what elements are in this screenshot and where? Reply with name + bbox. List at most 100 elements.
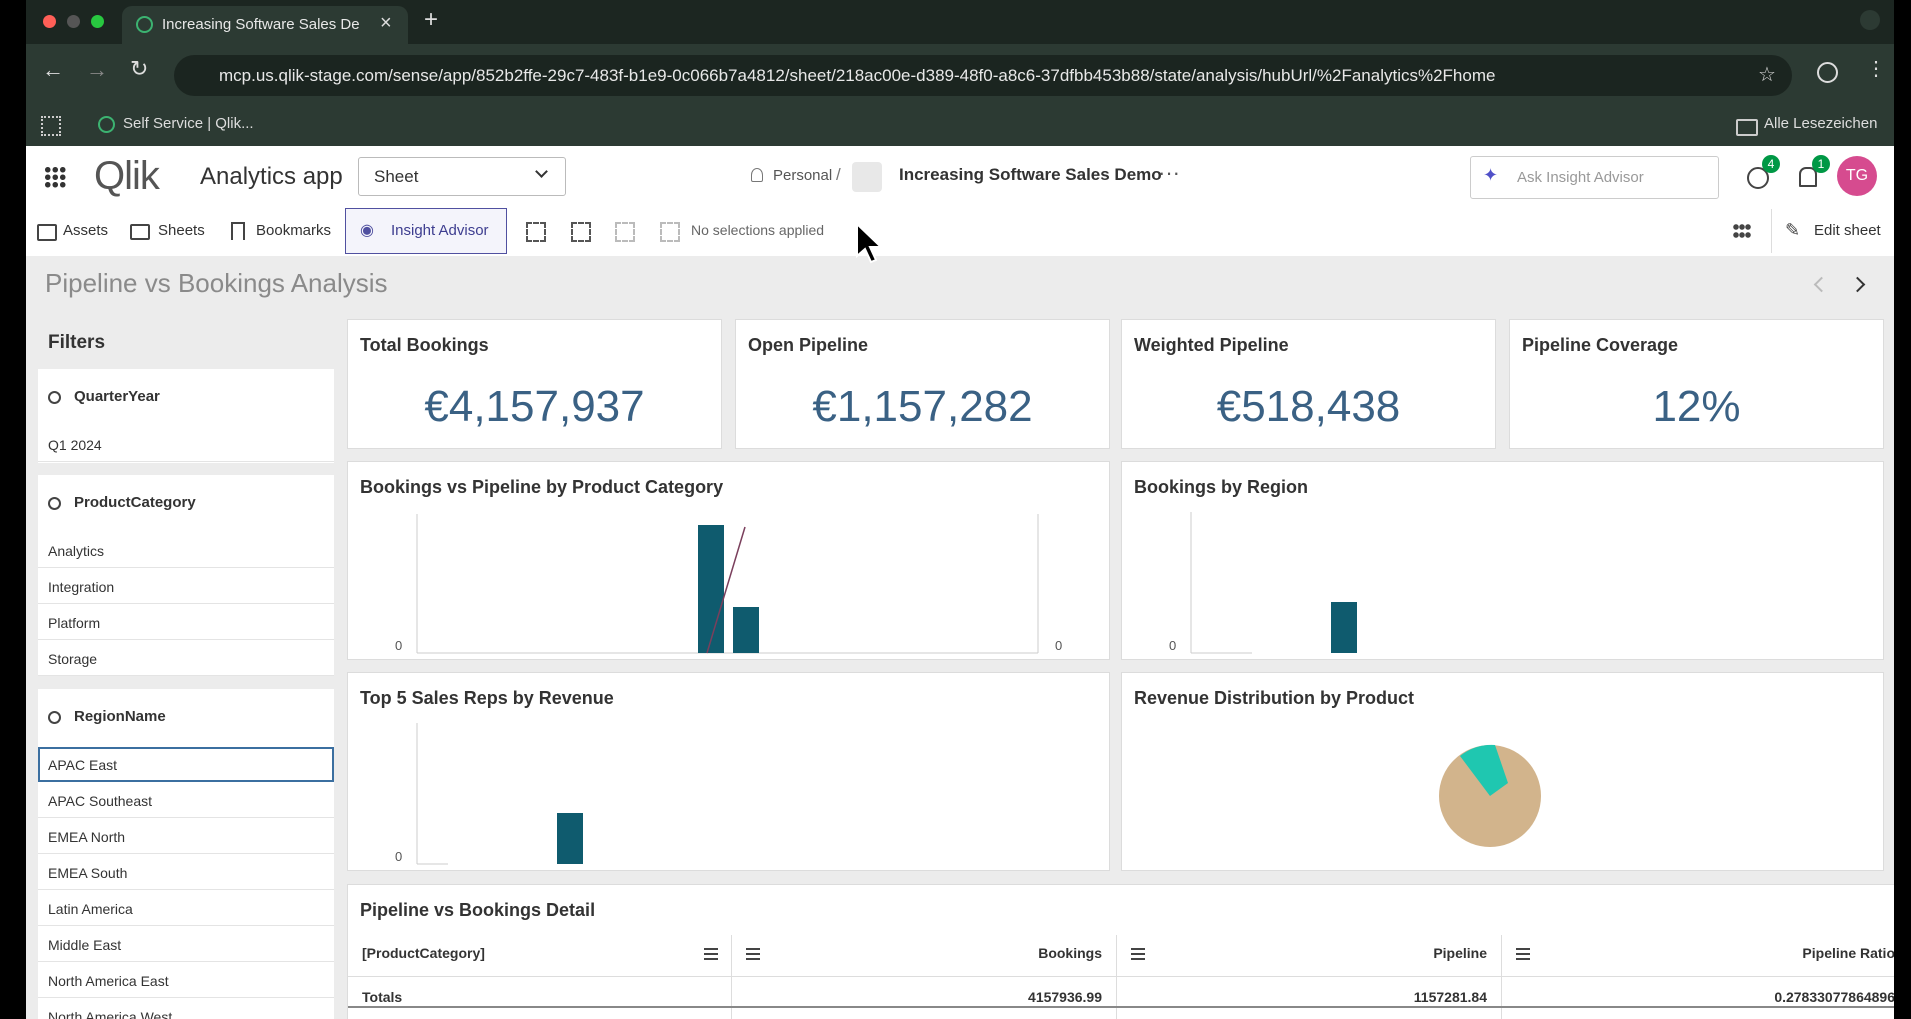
dropdown-text: Sheet [374,167,419,186]
column-menu[interactable] [1515,947,1531,961]
bar [698,525,724,653]
edit-sheet-button[interactable]: ✎ Edit sheet [1771,209,1889,253]
bookmarks-icon [231,222,245,240]
table-card: Pipeline vs Bookings Detail [ProductCateg… [347,884,1894,1019]
insight-advisor-button[interactable]: ◉ Insight Advisor [345,208,507,254]
chart-card: Bookings vs Pipeline by Product Category… [347,461,1110,660]
bar [557,813,583,864]
tab-menu[interactable] [1860,10,1880,30]
chart-title: Top 5 Sales Reps by Revenue [360,688,614,708]
filter-item[interactable]: Latin America [38,891,334,926]
url-field[interactable]: mcp.us.qlik-stage.com/sense/app/852b2ffe… [174,55,1792,96]
grid-menu[interactable] [44,166,66,188]
dropdown-caret [535,165,548,178]
bell-icon[interactable] [1799,167,1817,187]
filter-item[interactable]: APAC East [38,747,334,782]
reload-button[interactable]: ↻ [130,56,149,81]
app-icon [852,162,882,192]
layout-icon[interactable] [1733,223,1751,239]
bar [733,607,759,653]
insight-icon: ◉ [360,222,374,239]
notifications-badge: 1 [1812,155,1830,173]
browser-window: Increasing Software Sales De × + ← → ↻ m… [26,0,1894,1019]
column-menu[interactable] [1130,947,1146,961]
axis-label: 0 [1055,638,1063,653]
filter-field: QuarterYear [74,388,160,405]
sheet-dropdown[interactable]: Sheet [358,157,566,196]
bookmarks-button[interactable]: Bookmarks [256,222,332,239]
filter-item[interactable]: North America West [38,999,334,1019]
min-dot[interactable] [67,15,80,28]
filter-item[interactable]: Middle East [38,927,334,962]
column-header[interactable]: [ProductCategory] [362,945,485,961]
filter-item-label: Platform [48,615,101,631]
next-sheet[interactable] [1849,276,1866,293]
help-icon[interactable] [1747,167,1769,189]
filter-item[interactable]: EMEA North [38,819,334,854]
edit-label: Edit sheet [1814,222,1881,239]
all-bookmarks[interactable]: Alle Lesezeichen [1764,115,1878,132]
line-series [706,526,746,654]
filter-field: ProductCategory [74,494,196,511]
filter-item-label: EMEA South [48,865,128,881]
filter-pane: RegionName APAC East APAC Southeast EMEA No… [38,689,334,1019]
filter-item-label: North America West [48,1009,173,1019]
chart-plot [1439,744,1541,847]
filter-item[interactable]: Analytics [38,533,334,568]
mouse-cursor [856,222,884,264]
search-box[interactable]: ✦ Ask Insight Advisor [1470,156,1719,199]
max-dot[interactable] [91,15,104,28]
filter-item[interactable]: Storage [38,641,334,676]
folder-icon [1736,119,1758,136]
chart-plot [1190,512,1357,654]
column-header[interactable]: Pipeline [1433,945,1487,961]
forward-button[interactable]: → [86,57,108,82]
more-button[interactable]: ··· [1158,160,1180,185]
close-dot[interactable] [43,15,56,28]
assets-button[interactable]: Assets [63,222,109,239]
filter-item[interactable]: APAC Southeast [38,783,334,818]
logo[interactable]: Qlik [94,154,160,198]
kpi-value: 12% [1652,382,1741,431]
select-tool[interactable] [526,222,546,242]
header-divider [348,976,1894,977]
prev-sheet[interactable] [1813,276,1830,293]
column-header[interactable]: Bookings [1038,945,1102,961]
menu-icon[interactable]: ⋮ [1866,58,1886,80]
column-menu[interactable] [703,947,719,961]
filter-item[interactable]: Integration [38,569,334,604]
filter-item[interactable]: EMEA South [38,855,334,890]
space-icon [751,168,763,182]
chart-plot [416,514,1039,654]
filter-item[interactable]: Q1 2024 [38,427,334,462]
filter-item[interactable]: North America East [38,963,334,998]
chart-card: Top 5 Sales Reps by Revenue 0 [347,672,1110,871]
column-header[interactable]: Pipeline Ratio [1802,945,1894,961]
filter-item-label: Latin America [48,901,133,917]
tab-close[interactable]: × [380,12,392,34]
filter-item-label: Q1 2024 [48,437,102,453]
clear-selections [660,222,680,242]
step-back[interactable] [571,222,591,242]
sheets-button[interactable]: Sheets [158,222,205,239]
totals-cell: 4157936.99 [1028,989,1102,1005]
new-tab[interactable]: + [424,6,439,33]
profile-icon[interactable] [1817,62,1838,83]
bookmark-link[interactable]: Self Service | Qlik... [123,115,254,132]
column-menu[interactable] [745,947,761,961]
filter-pane: QuarterYear Q1 2024 [38,369,334,463]
avatar[interactable]: TG [1837,156,1877,196]
totals-divider [348,1006,1894,1008]
apps-icon[interactable] [41,116,61,136]
chart-title: Bookings vs Pipeline by Product Category [360,477,724,497]
bookmark-icon [98,116,115,133]
filter-item-label: APAC Southeast [48,793,153,809]
star-icon[interactable]: ☆ [1758,64,1776,86]
space[interactable]: Personal [773,167,833,184]
filter-item-label: Analytics [48,543,105,559]
active-tab[interactable]: Increasing Software Sales De × [122,6,408,44]
app-name: Analytics app [200,163,343,190]
back-button[interactable]: ← [42,57,64,82]
help-badge: 4 [1762,155,1780,173]
filter-item[interactable]: Platform [38,605,334,640]
